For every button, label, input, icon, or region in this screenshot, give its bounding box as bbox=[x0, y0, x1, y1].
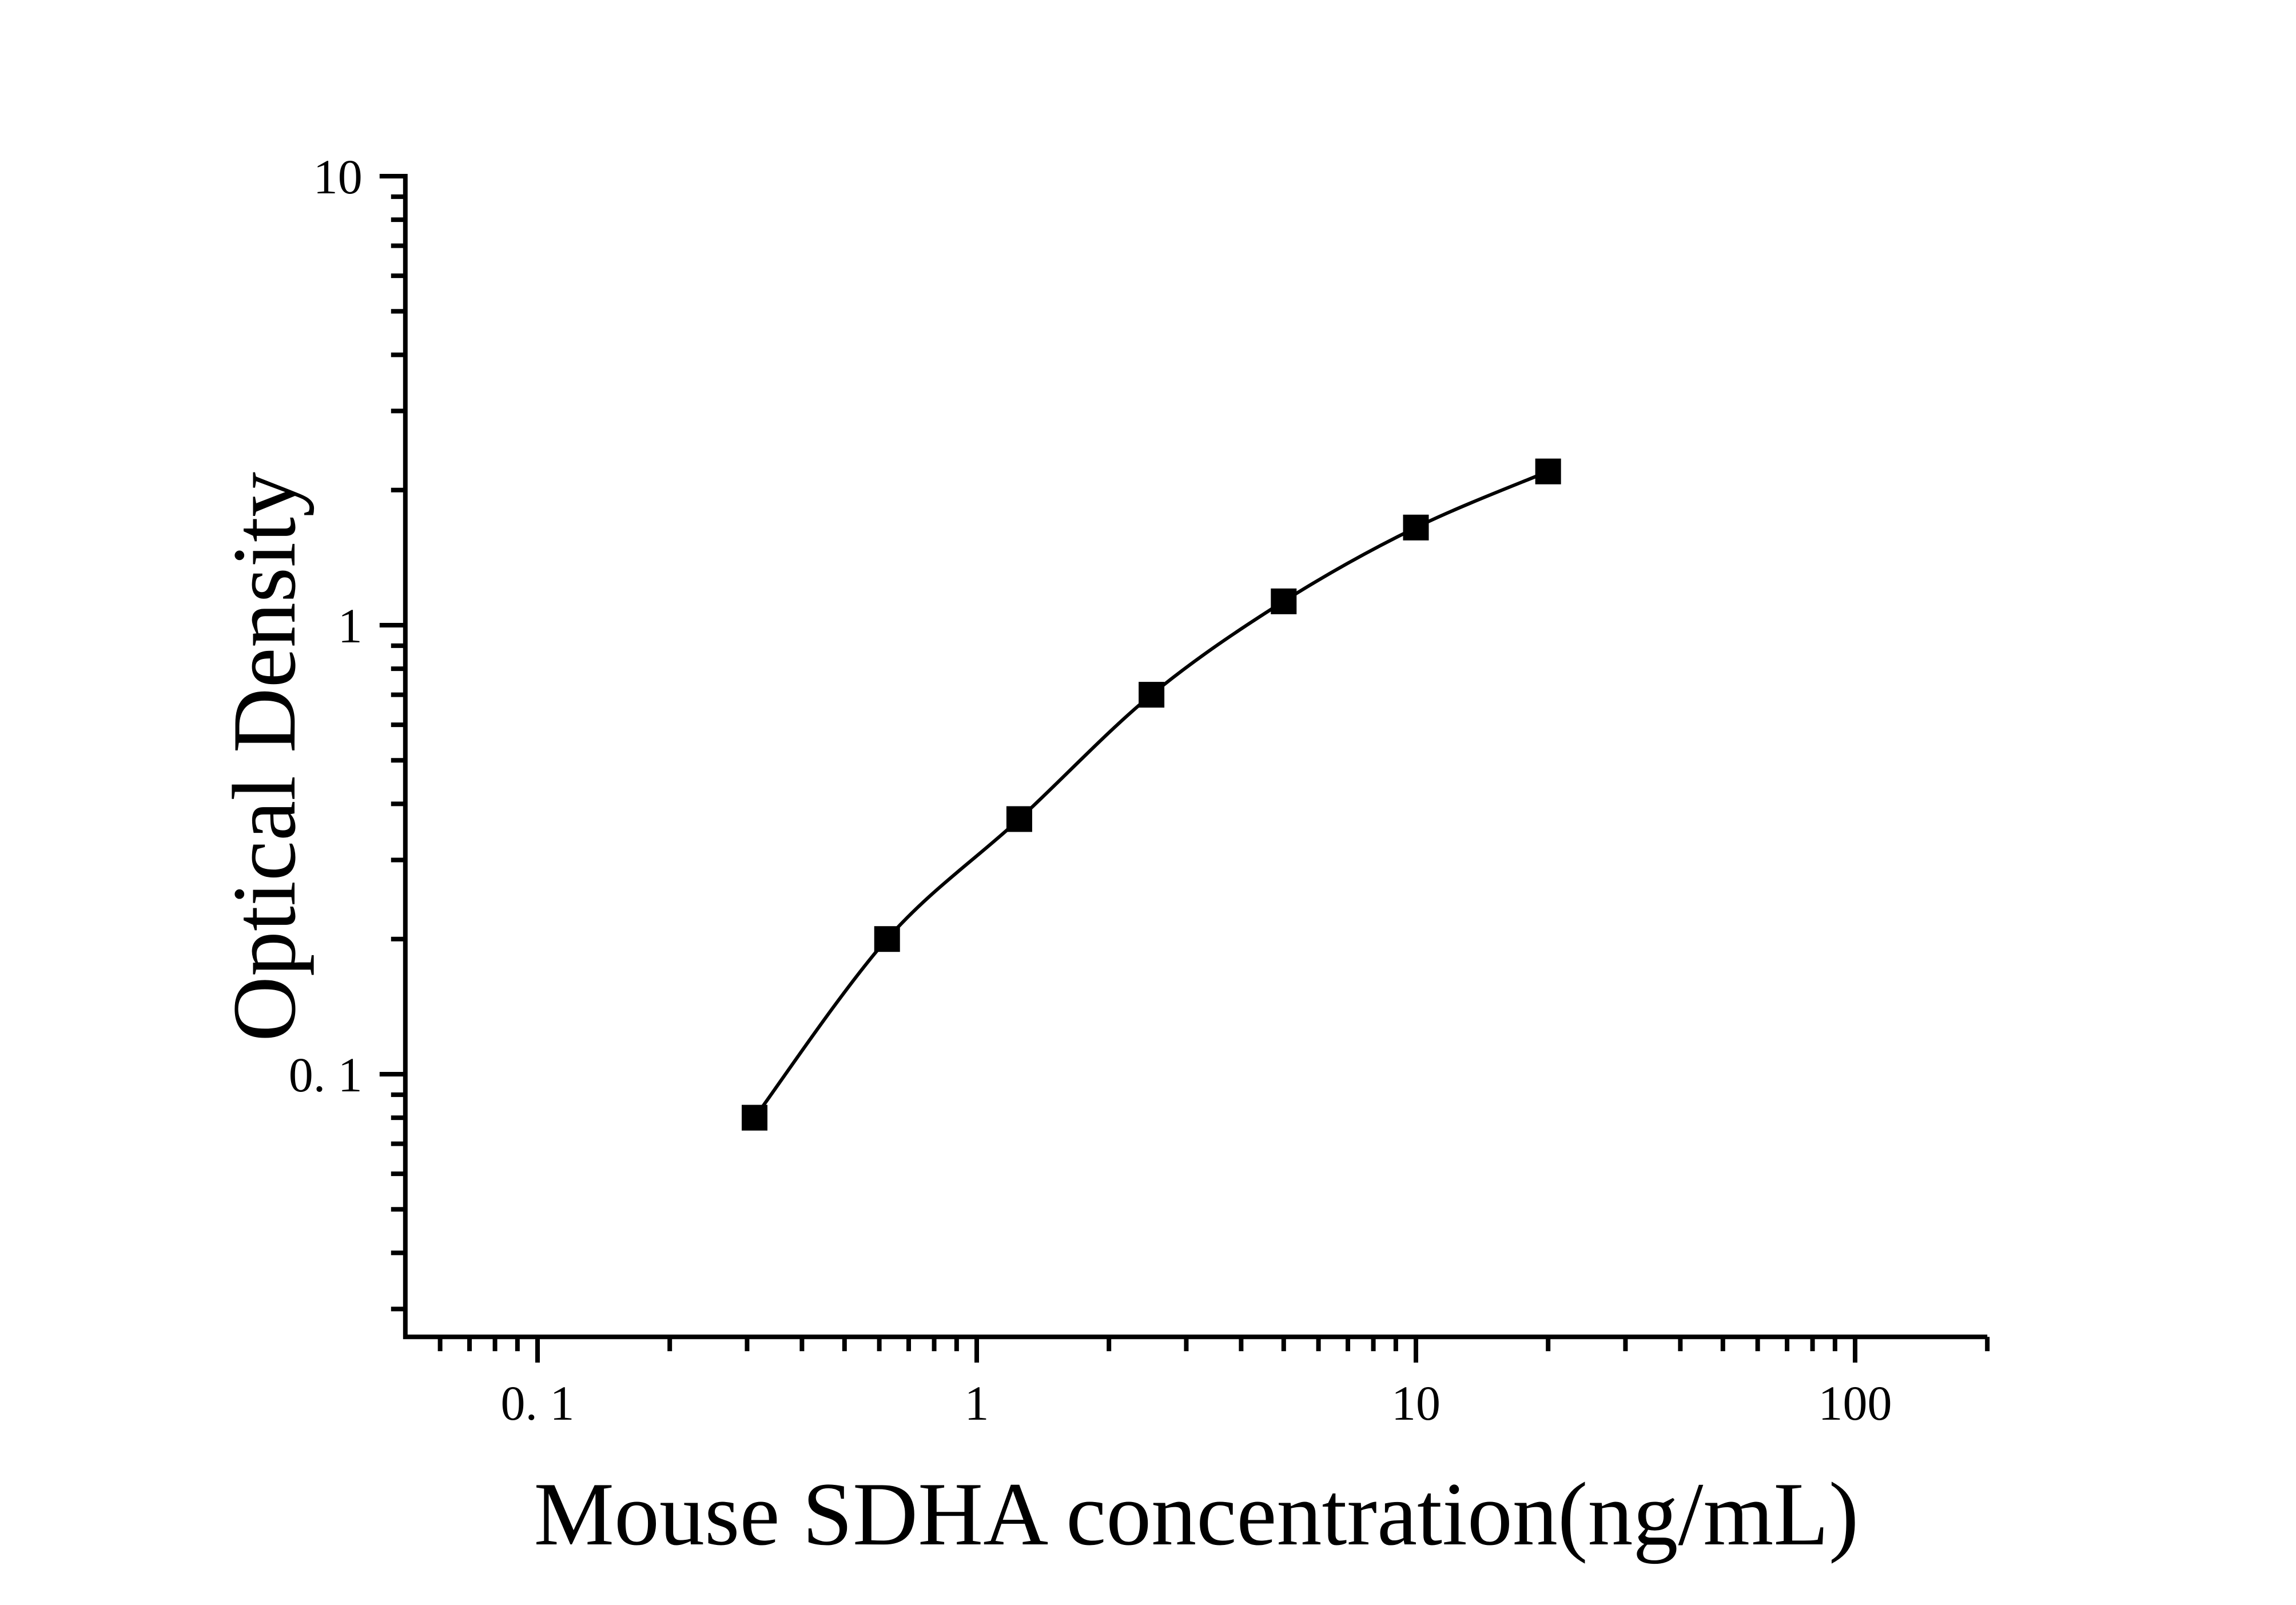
y-tick-label: 1 bbox=[338, 598, 363, 653]
x-axis-title: Mouse SDHA concentration(ng/mL) bbox=[534, 1464, 1859, 1564]
x-tick-label: 10 bbox=[1391, 1376, 1441, 1431]
data-series-layer bbox=[742, 458, 1561, 1131]
data-point-marker bbox=[742, 1105, 768, 1131]
data-point-marker bbox=[874, 926, 900, 952]
axis-spines bbox=[403, 174, 1988, 1340]
x-tick-label: 1 bbox=[965, 1376, 989, 1431]
x-tick-label: 0. 1 bbox=[501, 1376, 575, 1431]
y-tick-label: 0. 1 bbox=[289, 1047, 363, 1102]
axes-layer: 0. 1 1 10 100 0. 1 1 10 bbox=[289, 149, 1990, 1431]
data-point-marker bbox=[1139, 682, 1165, 708]
data-point-marker bbox=[1271, 588, 1297, 614]
data-point-marker bbox=[1403, 514, 1429, 541]
data-point-marker bbox=[1006, 806, 1032, 832]
y-axis-title: Optical Density bbox=[214, 472, 315, 1042]
fit-curve bbox=[753, 470, 1549, 1119]
x-tick-label: 100 bbox=[1819, 1376, 1892, 1431]
data-point-marker bbox=[1535, 458, 1561, 484]
y-tick-label: 10 bbox=[313, 149, 363, 204]
